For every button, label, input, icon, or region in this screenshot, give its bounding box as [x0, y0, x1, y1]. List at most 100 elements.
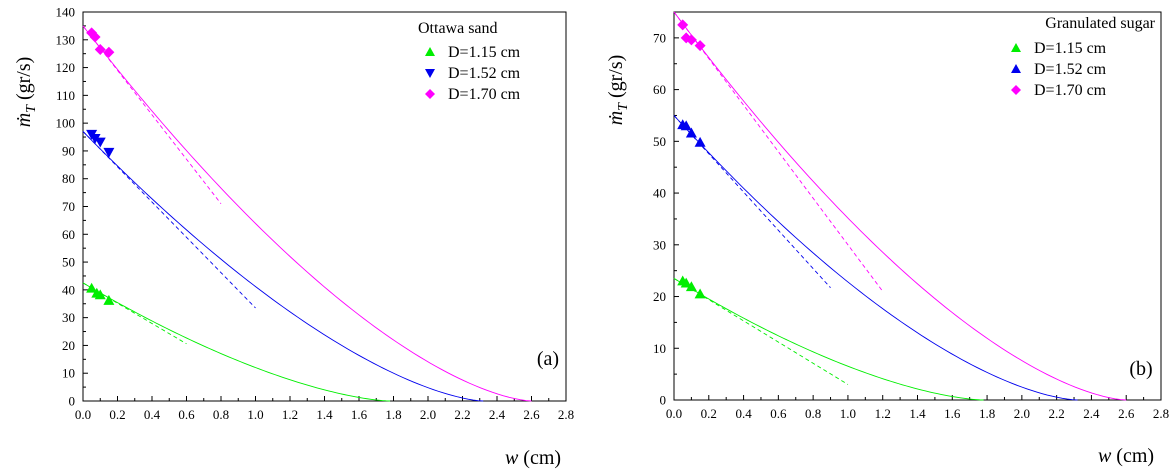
- x-tick-label: 1.8: [385, 407, 401, 422]
- fit-curve-2: [673, 115, 1078, 401]
- x-tick-label: 1.6: [351, 407, 368, 422]
- x-tick-label: 2.4: [489, 407, 506, 422]
- x-tick-label: 2.8: [558, 407, 574, 422]
- tangent-line-1: [82, 282, 187, 345]
- fit-curve-2: [82, 131, 484, 402]
- x-tick-label: 1.4: [316, 407, 333, 422]
- y-tick-label: 50: [62, 255, 75, 270]
- fit-curve-1: [673, 278, 984, 401]
- y-tick-label: 70: [62, 199, 75, 214]
- y-tick-label: 40: [653, 186, 666, 201]
- data-point-series-2: [103, 147, 115, 158]
- legend-label-2: D=1.52 cm: [1034, 61, 1107, 78]
- y-tick-label: 20: [62, 338, 75, 353]
- data-point-series-1: [694, 288, 706, 299]
- data-point-series-1: [94, 289, 106, 300]
- y-tick-label: 40: [62, 282, 75, 297]
- x-tick-label: 0.2: [109, 407, 125, 422]
- y-tick-label: 100: [56, 116, 76, 131]
- data-point-series-1: [680, 277, 692, 288]
- x-tick-label: 2.6: [523, 407, 540, 422]
- y-axis-subscript: T: [616, 102, 631, 111]
- chart-a-svg: 0.0 0.2 0.4 0.6 0.8 1.0 1.2 1.4 1.6 1.8 2.0 2.2 2.4 2…: [13, 5, 574, 470]
- tangent-line-1: [673, 278, 849, 385]
- x-tick-label: 1.4: [909, 406, 926, 421]
- y-axis-title: ṁT (gr/s): [13, 57, 39, 128]
- x-axis-unit: (cm): [518, 447, 561, 469]
- y-tick-label: 10: [62, 366, 75, 381]
- data-point-series-3: [94, 44, 106, 56]
- panel-label-b: (b): [1129, 358, 1152, 380]
- legend-marker-2: [425, 69, 435, 78]
- x-tick-label: 1.2: [282, 407, 298, 422]
- legend-label-3: D=1.70 cm: [448, 86, 521, 103]
- y-tick-label: 0: [660, 393, 667, 408]
- y-tick-label: 110: [56, 88, 75, 103]
- data-point-series-3: [694, 40, 706, 52]
- data-point-series-2: [694, 136, 706, 147]
- x-tick-label: 2.6: [1118, 406, 1135, 421]
- x-tick-label: 2.0: [1014, 406, 1030, 421]
- chart-panel-a: 0.0 0.2 0.4 0.6 0.8 1.0 1.2 1.4 1.6 1.8 2.0 2.2 2.4 2…: [0, 0, 586, 472]
- x-tick-label: 1.8: [979, 406, 995, 421]
- x-tick-label: 1.0: [840, 406, 856, 421]
- x-tick-label: 2.4: [1083, 406, 1100, 421]
- y-tick-label: 60: [62, 227, 75, 242]
- x-tick-label: 0.6: [178, 407, 195, 422]
- data-point-series-1: [685, 281, 697, 292]
- y-axis-unit: (gr/s): [13, 57, 35, 105]
- y-axis-subscript: T: [24, 104, 39, 113]
- x-tick-label: 2.2: [1049, 406, 1065, 421]
- data-point-series-1: [103, 294, 115, 305]
- legend-title: Ottawa sand: [418, 20, 498, 37]
- y-tick-label: 50: [653, 134, 666, 149]
- legend-title: Granulated sugar: [1045, 15, 1155, 32]
- chart-b-svg: 0.0 0.2 0.4 0.6 0.8 1.0 1.2 1.4 1.6 1.8 2.0 2.2 2.4 2…: [605, 11, 1169, 467]
- y-axis-var: ṁ: [13, 113, 35, 127]
- data-point-series-2: [680, 120, 692, 131]
- data-point-series-2: [94, 137, 106, 148]
- legend-marker-2: [1011, 64, 1021, 73]
- y-tick-label: 60: [653, 82, 666, 97]
- x-tick-label: 0.2: [701, 406, 717, 421]
- tangent-line-2: [82, 131, 256, 309]
- panel-label-a: (a): [537, 348, 559, 370]
- data-point-series-3: [89, 31, 101, 43]
- data-point-series-3: [677, 19, 689, 31]
- y-tick-label: 130: [56, 32, 76, 47]
- y-tick-label: 70: [653, 30, 666, 45]
- y-tick-label: 30: [62, 310, 75, 325]
- y-tick-label: 20: [653, 289, 666, 304]
- legend-label-1: D=1.15 cm: [448, 44, 521, 61]
- x-tick-label: 0.8: [213, 407, 229, 422]
- legend-marker-1: [1011, 43, 1021, 52]
- y-axis-var: ṁ: [605, 111, 627, 125]
- data-point-series-1: [86, 282, 98, 293]
- data-point-series-2: [685, 127, 697, 138]
- x-axis-title: w (cm): [505, 447, 561, 469]
- legend-marker-3: [425, 89, 435, 99]
- x-tick-label: 0.0: [666, 406, 682, 421]
- y-tick-label: 120: [56, 60, 76, 75]
- legend-marker-3: [1011, 85, 1021, 95]
- y-axis-title: ṁT (gr/s): [605, 55, 631, 126]
- y-tick-label: 0: [69, 394, 76, 409]
- y-tick-label: 10: [653, 341, 666, 356]
- fit-curve-3: [673, 11, 1127, 401]
- fit-curve-3: [82, 25, 532, 402]
- chart-panel-b: 0.0 0.2 0.4 0.6 0.8 1.0 1.2 1.4 1.6 1.8 2.0 2.2 2.4 2…: [586, 0, 1173, 472]
- x-axis-var: w: [1098, 445, 1112, 467]
- x-tick-label: 0.8: [805, 406, 821, 421]
- legend-label-1: D=1.15 cm: [1034, 40, 1107, 57]
- tangent-line-3: [82, 25, 222, 204]
- data-point-series-2: [89, 134, 101, 144]
- x-tick-label: 2.8: [1153, 406, 1169, 421]
- x-axis-title: w (cm): [1098, 445, 1154, 467]
- y-tick-label: 140: [56, 5, 76, 20]
- x-tick-label: 0.6: [770, 406, 787, 421]
- y-tick-label: 90: [62, 143, 75, 158]
- fit-curve-1: [82, 282, 391, 402]
- x-tick-label: 1.6: [944, 406, 961, 421]
- legend-label-3: D=1.70 cm: [1034, 82, 1107, 99]
- x-axis-var: w: [505, 447, 519, 469]
